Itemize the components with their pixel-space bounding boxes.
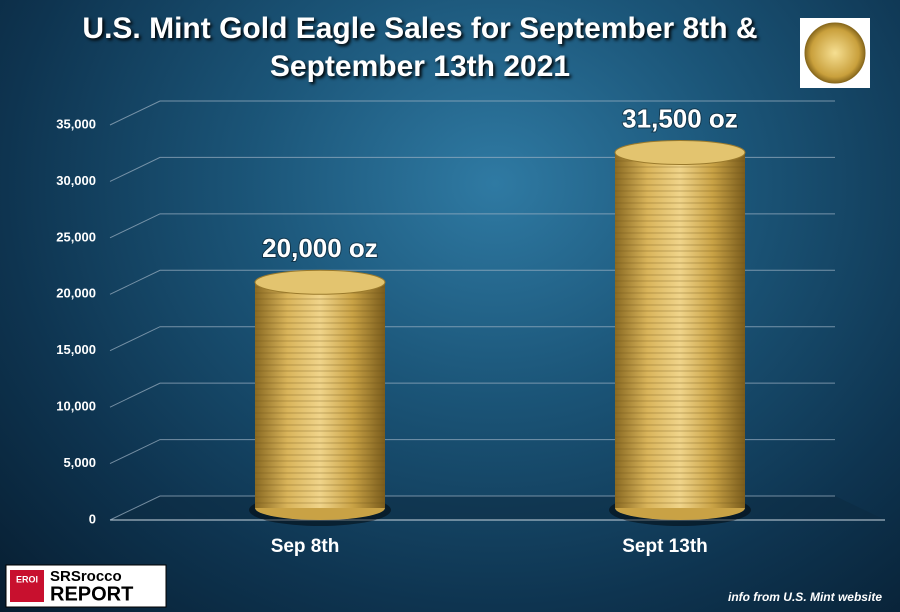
y-tick-label: 30,000 [56,173,96,188]
value-label: 31,500 oz [622,103,738,133]
logo-map [10,570,44,602]
bar-ridges [615,152,745,508]
y-tick-label: 15,000 [56,342,96,357]
grid-line [109,382,835,408]
source-note: info from U.S. Mint website [728,590,882,604]
y-tick-label: 10,000 [56,399,96,414]
bar-top [614,140,746,165]
y-tick-label: 35,000 [56,116,96,131]
x-tick-label: Sep 8th [271,536,340,557]
logo-name: SRSrocco [50,568,122,585]
y-tick-label: 0 [89,511,96,526]
plot-area: 0 5,000 10,000 15,000 20,000 25,000 30,000 35,0… [56,100,885,557]
grid-line [109,439,835,465]
grid-line [109,100,835,126]
grid-line [109,326,835,352]
grid-line [109,495,835,521]
y-tick-label: 20,000 [56,286,96,301]
y-tick-label: 25,000 [56,229,96,244]
bar-ridges [255,282,385,508]
logo-report: REPORT [50,583,133,605]
chart-title: U.S. Mint Gold Eagle Sales for September… [82,12,758,83]
grid-line [109,156,835,182]
floor [110,496,885,520]
grid-line [109,213,835,239]
y-tick-label: 5,000 [63,455,96,470]
x-tick-label: Sept 13th [622,536,708,557]
value-label: 20,000 oz [262,233,378,263]
coin-icon [804,22,866,84]
bar-top [254,269,386,295]
logo-eroi: EROI [16,574,38,584]
grid-line [109,269,835,295]
